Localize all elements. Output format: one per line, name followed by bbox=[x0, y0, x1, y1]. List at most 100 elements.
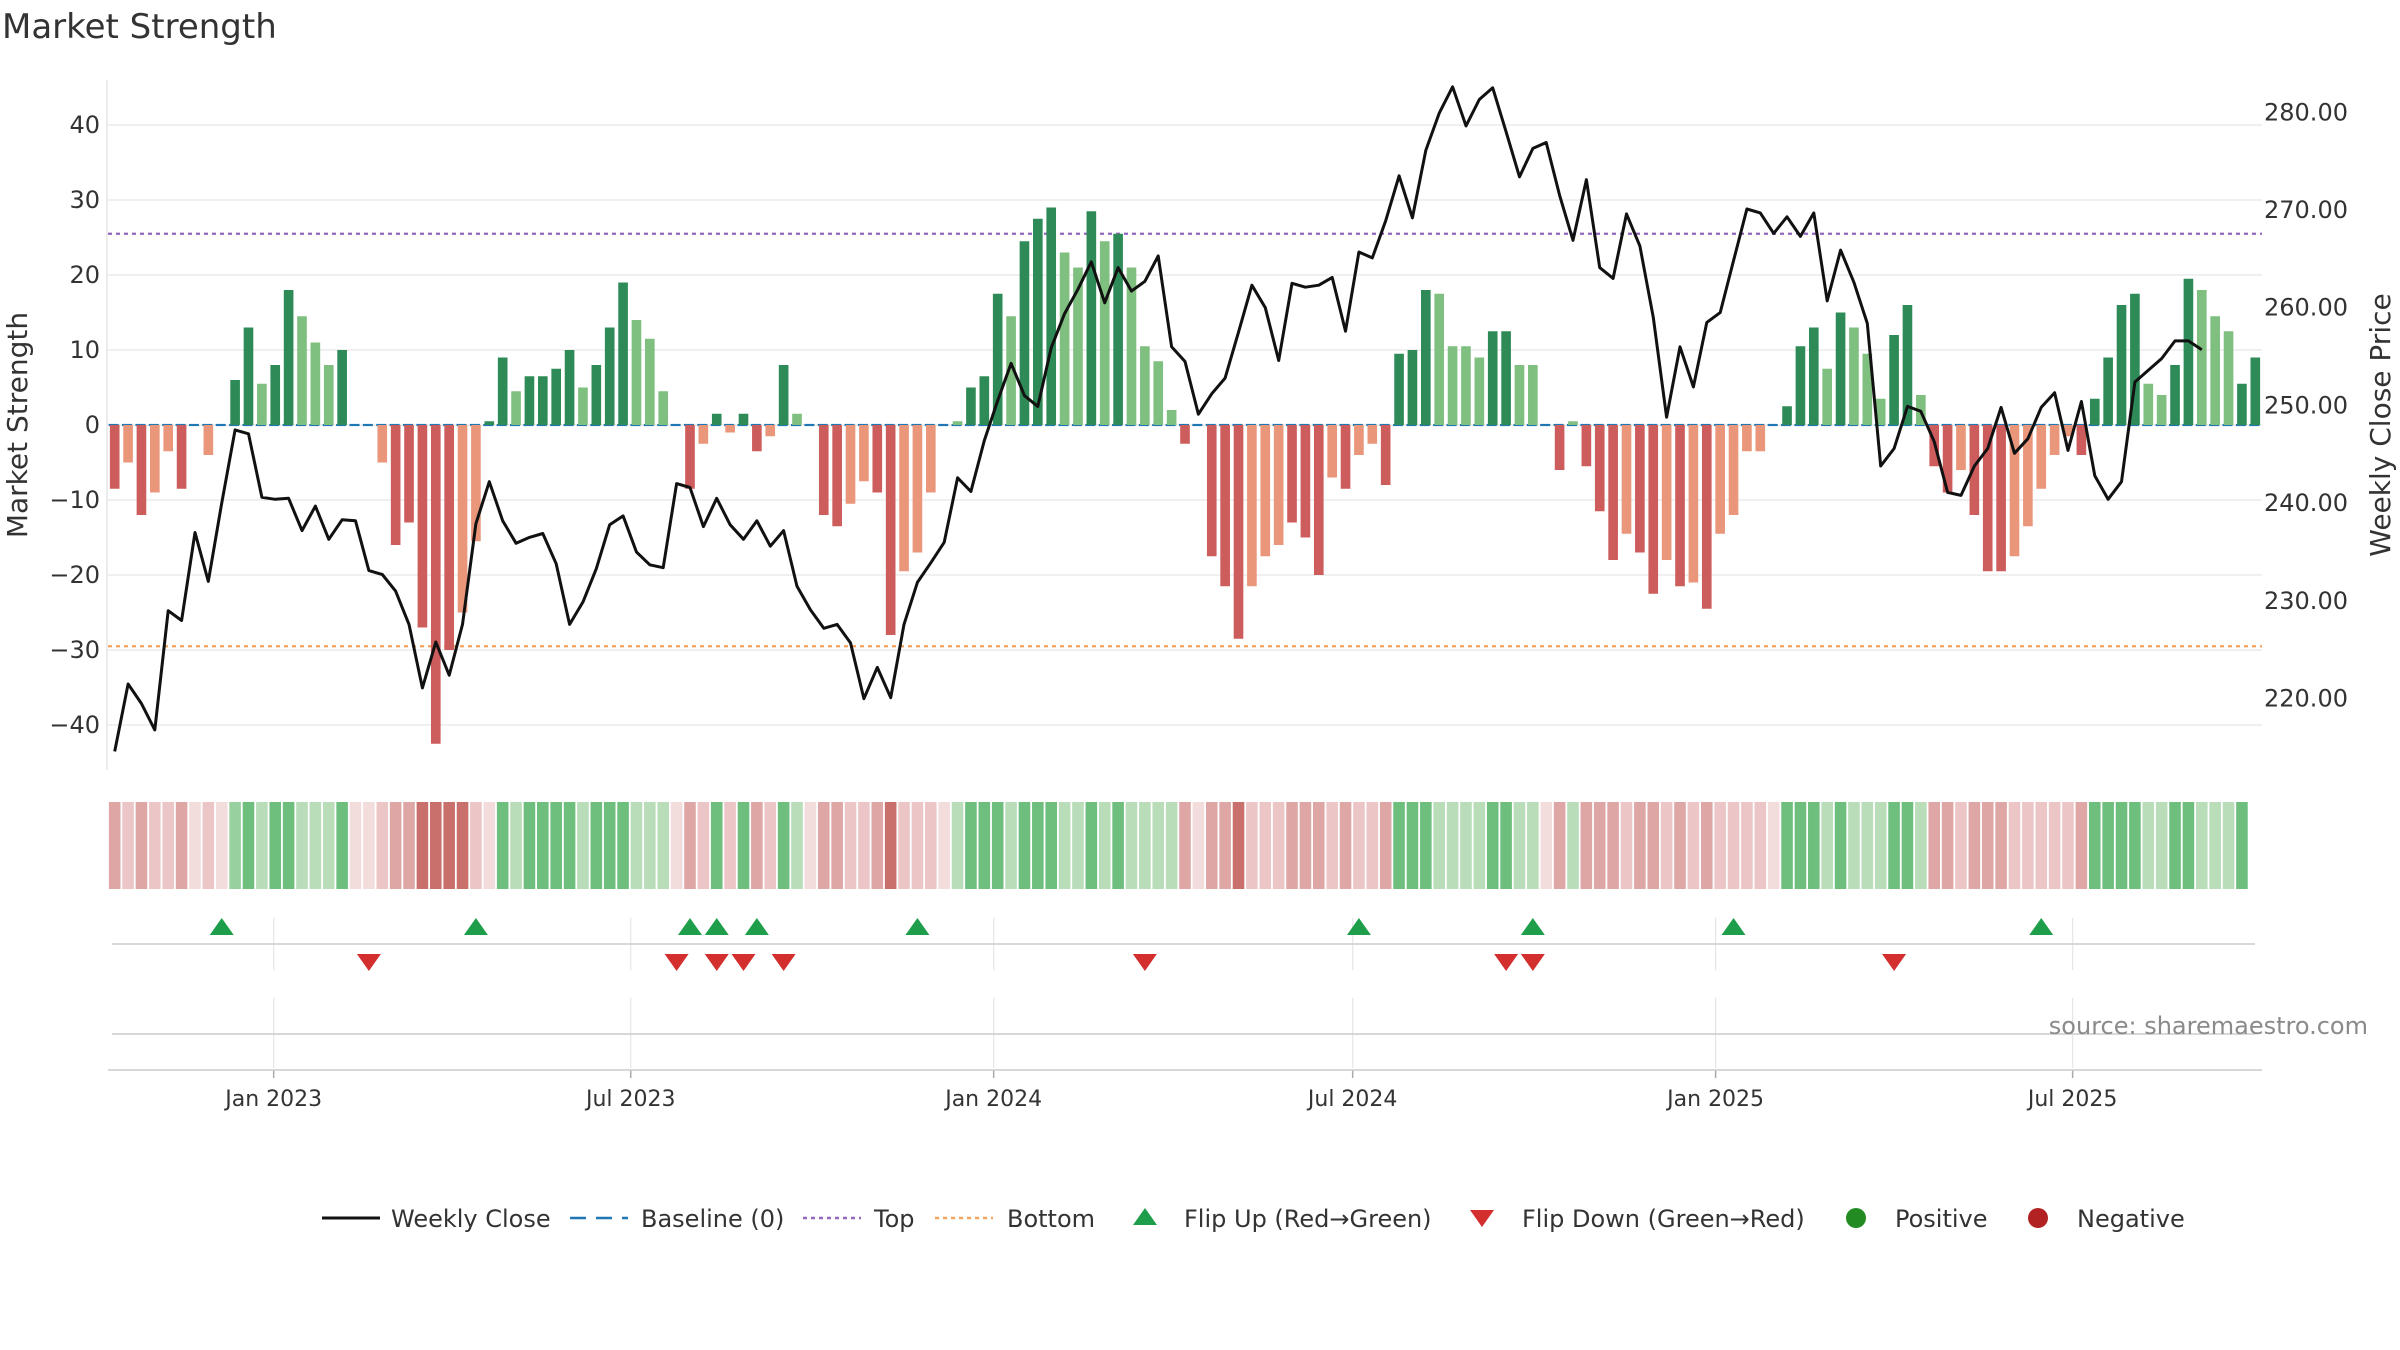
state-cell bbox=[951, 802, 964, 889]
legend-label-positive: Positive bbox=[1895, 1205, 1988, 1233]
strength-bar bbox=[765, 425, 776, 437]
flip-down-marker bbox=[1520, 954, 1545, 971]
strength-bar bbox=[1862, 353, 1873, 425]
strength-bar bbox=[2237, 383, 2247, 425]
axes: 40 30 20 10 0 −10 −20 −30 −40 280.00 270.00 260.00 2… bbox=[49, 80, 2348, 1112]
state-cell bbox=[1794, 802, 1807, 889]
state-cell bbox=[737, 802, 750, 889]
legend-symbol-flip-down bbox=[1470, 1210, 1494, 1227]
strength-bar bbox=[1273, 425, 1284, 545]
strength-bar bbox=[283, 290, 294, 425]
strength-bar bbox=[2116, 305, 2127, 425]
strength-bar bbox=[1755, 425, 1766, 452]
strength-bar bbox=[1742, 425, 1752, 452]
strength-bar bbox=[109, 425, 120, 489]
state-cell bbox=[2236, 802, 2248, 889]
y-left-tick-label: −10 bbox=[49, 486, 100, 514]
strength-bar bbox=[270, 365, 281, 425]
strength-bar bbox=[1447, 346, 1458, 425]
state-cell bbox=[2196, 802, 2208, 889]
state-cell bbox=[202, 802, 215, 889]
strength-bar bbox=[578, 387, 588, 425]
state-cell bbox=[1379, 802, 1392, 889]
strength-bar bbox=[1982, 425, 1993, 572]
state-cell bbox=[1326, 802, 1338, 889]
strength-bar bbox=[1407, 350, 1418, 425]
strength-bar bbox=[2223, 331, 2234, 425]
strength-bar bbox=[2049, 425, 2060, 455]
state-cell bbox=[537, 802, 549, 889]
y-right-tick-label: 260.00 bbox=[2264, 294, 2348, 322]
state-cell bbox=[563, 802, 576, 889]
state-cell bbox=[1580, 802, 1593, 889]
state-cell bbox=[403, 802, 415, 889]
strength-bar bbox=[1260, 425, 1271, 557]
strength-bar bbox=[698, 425, 709, 444]
state-cell bbox=[416, 802, 429, 889]
y-left-tick-label: −20 bbox=[49, 561, 100, 589]
strength-bar bbox=[1956, 425, 1966, 470]
strength-bar bbox=[1166, 410, 1177, 425]
weekly-close-line bbox=[113, 85, 2203, 752]
state-cell bbox=[1299, 802, 1312, 889]
state-cell bbox=[2182, 802, 2195, 889]
state-cell bbox=[1486, 802, 1499, 889]
strength-bar bbox=[1073, 267, 1083, 425]
y-right-tick-label: 230.00 bbox=[2264, 587, 2348, 615]
state-cell bbox=[884, 802, 897, 889]
strength-bar bbox=[792, 413, 802, 425]
strength-bar bbox=[1233, 425, 1244, 639]
state-cell bbox=[630, 802, 643, 889]
state-cell bbox=[2062, 802, 2074, 889]
state-cell bbox=[791, 802, 803, 889]
state-cell bbox=[2222, 802, 2235, 889]
strength-bar bbox=[1715, 425, 1725, 534]
strength-bar bbox=[1180, 425, 1190, 444]
state-cell bbox=[1995, 802, 2007, 889]
flip-up-marker bbox=[1346, 918, 1371, 935]
x-tick-label: Jul 2025 bbox=[2026, 1087, 2118, 1112]
state-cell bbox=[483, 802, 496, 889]
state-cell bbox=[1607, 802, 1619, 889]
legend-label-top: Top bbox=[873, 1205, 915, 1233]
y-left-tick-label: −30 bbox=[49, 636, 100, 664]
state-cell bbox=[844, 802, 857, 889]
strength-bar bbox=[1661, 425, 1672, 560]
state-cell bbox=[1834, 802, 1847, 889]
strength-bar bbox=[297, 316, 307, 425]
strength-bar bbox=[2183, 278, 2194, 425]
state-cell bbox=[1366, 802, 1379, 889]
state-cell bbox=[1286, 802, 1298, 889]
x-tick-label: Jul 2024 bbox=[1306, 1087, 1398, 1112]
strength-bar bbox=[711, 413, 722, 425]
strength-bar bbox=[1247, 425, 1257, 587]
strength-bar bbox=[1701, 425, 1712, 609]
strength-bar bbox=[2009, 425, 2020, 557]
y-right-tick-label: 220.00 bbox=[2264, 685, 2348, 713]
strength-bar bbox=[1648, 425, 1659, 594]
state-cell bbox=[1888, 802, 1900, 889]
strength-bar bbox=[1849, 327, 1859, 425]
state-cell bbox=[2088, 802, 2101, 889]
strength-bar bbox=[1461, 346, 1471, 425]
state-cell bbox=[911, 802, 924, 889]
state-cell bbox=[2022, 802, 2034, 889]
strength-bar bbox=[1675, 425, 1685, 587]
strength-bar bbox=[1487, 331, 1498, 425]
strength-bar bbox=[1608, 425, 1618, 560]
state-cell bbox=[1058, 802, 1071, 889]
strength-bar bbox=[1621, 425, 1632, 534]
state-cell bbox=[978, 802, 991, 889]
strength-bar bbox=[1394, 353, 1404, 425]
strength-bar bbox=[337, 350, 347, 425]
strength-bar bbox=[1300, 425, 1311, 538]
state-cell bbox=[108, 802, 121, 889]
state-cell bbox=[1754, 802, 1767, 889]
state-cell bbox=[898, 802, 910, 889]
strength-bar bbox=[1033, 218, 1043, 425]
strength-bar bbox=[992, 293, 1003, 425]
flip-down-marker bbox=[1882, 954, 1907, 971]
strength-bar bbox=[1581, 425, 1592, 467]
flip-up-marker bbox=[1721, 918, 1746, 935]
state-cell bbox=[831, 802, 843, 889]
